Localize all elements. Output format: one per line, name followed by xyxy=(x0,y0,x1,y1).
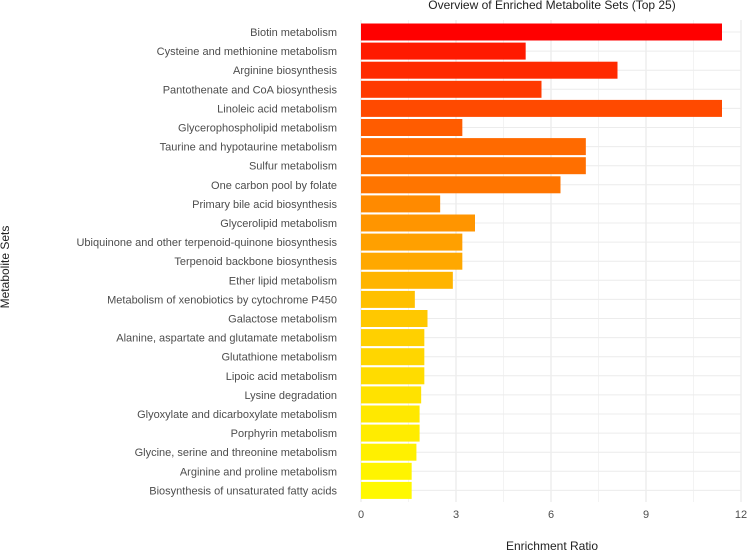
bar xyxy=(361,310,428,327)
x-tick-label: 6 xyxy=(548,509,554,521)
category-label: Biotin metabolism xyxy=(250,27,337,39)
bar xyxy=(361,367,425,385)
bar xyxy=(361,214,475,232)
bar xyxy=(361,23,722,41)
category-label: Galactose metabolism xyxy=(228,314,337,326)
x-axis-title: Enrichment Ratio xyxy=(506,539,598,550)
bar xyxy=(361,462,412,480)
category-label: Glycine, serine and threonine metabolism xyxy=(135,447,337,459)
category-label: Arginine and proline metabolism xyxy=(180,466,337,478)
category-label: One carbon pool by folate xyxy=(211,180,337,192)
x-tick-label: 3 xyxy=(453,509,459,521)
bar xyxy=(361,138,586,156)
bar xyxy=(361,424,420,442)
bar xyxy=(361,119,463,136)
category-label: Glutathione metabolism xyxy=(221,352,337,364)
x-tick-label: 12 xyxy=(735,509,747,521)
category-label: Glycerophospholipid metabolism xyxy=(178,123,337,135)
category-label: Sulfur metabolism xyxy=(249,161,337,173)
category-label: Arginine biosynthesis xyxy=(233,65,337,77)
chart-title: Overview of Enriched Metabolite Sets (To… xyxy=(428,0,675,12)
bar xyxy=(361,233,463,251)
bar xyxy=(361,80,542,98)
bar xyxy=(361,271,453,289)
category-label: Biosynthesis of unsaturated fatty acids xyxy=(149,485,337,497)
bars xyxy=(361,23,722,499)
category-label: Porphyrin metabolism xyxy=(231,428,337,440)
category-label: Lipoic acid metabolism xyxy=(226,371,337,383)
bar xyxy=(361,443,417,461)
category-label: Taurine and hypotaurine metabolism xyxy=(160,142,337,154)
category-label: Terpenoid backbone biosynthesis xyxy=(174,256,337,268)
bar xyxy=(361,176,561,194)
category-label: Alanine, aspartate and glutamate metabol… xyxy=(116,333,337,345)
category-label: Ubiquinone and other terpenoid-quinone b… xyxy=(76,237,337,249)
category-label: Primary bile acid biosynthesis xyxy=(192,199,337,211)
category-label: Linoleic acid metabolism xyxy=(217,103,337,115)
bar xyxy=(361,157,586,175)
bar xyxy=(361,329,425,347)
x-tick-label: 0 xyxy=(358,509,364,521)
category-label: Glyoxylate and dicarboxylate metabolism xyxy=(137,409,337,421)
x-tick-labels: 0 3 6 9 12 xyxy=(358,509,747,521)
bar xyxy=(361,252,463,270)
bar xyxy=(361,42,526,60)
category-label: Metabolism of xenobiotics by cytochrome … xyxy=(107,294,337,306)
bar xyxy=(361,290,415,308)
category-label: Lysine degradation xyxy=(244,390,337,402)
y-axis-title: Metabolite Sets xyxy=(0,226,12,309)
category-label: Cysteine and methionine metabolism xyxy=(157,46,337,58)
bar xyxy=(361,99,722,117)
bar xyxy=(361,481,412,499)
bar xyxy=(361,348,425,366)
bar xyxy=(361,405,420,423)
category-label: Ether lipid metabolism xyxy=(229,275,337,287)
bar xyxy=(361,195,441,213)
bar xyxy=(361,61,618,79)
category-label: Pantothenate and CoA biosynthesis xyxy=(163,84,338,96)
bar xyxy=(361,386,422,404)
category-label: Glycerolipid metabolism xyxy=(220,218,337,230)
category-labels: Biotin metabolism Cysteine and methionine… xyxy=(76,27,337,497)
x-tick-label: 9 xyxy=(643,509,649,521)
